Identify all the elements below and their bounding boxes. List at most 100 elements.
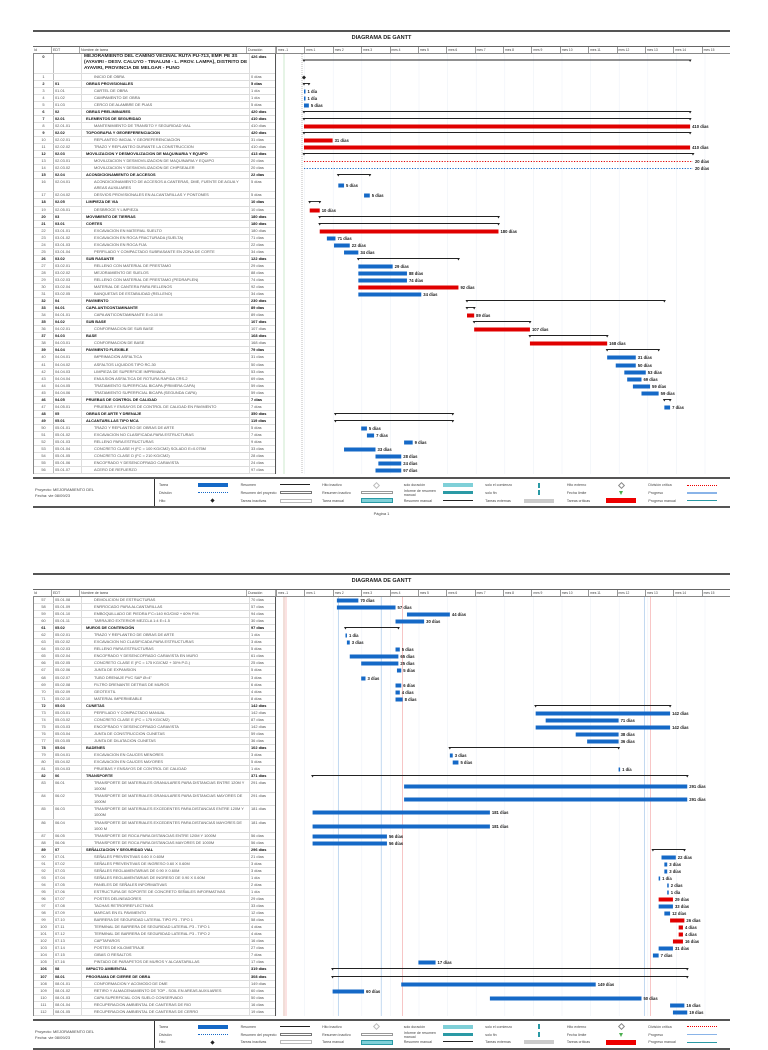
table-row[interactable]: 107 08.01 PROGRAMA DE CIERRE DE OBRA 308 dí… bbox=[34, 973, 275, 981]
table-row[interactable]: 13 02.03.01 MOVILIZACION Y DESMOVILIZACION… bbox=[34, 158, 275, 166]
table-row[interactable]: 24 03.01.03 EXCAVACION EN ROCA FIJA 22 días bbox=[34, 241, 275, 249]
table-row[interactable]: 63 05.02.02 EXCAVACION NO CLASIFICADA PARA… bbox=[34, 639, 275, 647]
table-row[interactable]: 72 05.03 CUNETAS 142 días bbox=[34, 702, 275, 710]
table-row[interactable]: 106 08 IMPACTO AMBIENTAL 319 días bbox=[34, 966, 275, 974]
table-row[interactable]: 109 08.01.02 RETIRO Y ALMACENAMIENTO DE TO… bbox=[34, 987, 275, 995]
table-row[interactable]: 57 05.01.08 DEMOLICION DE ESTRUCTURAS 70 dí… bbox=[34, 597, 275, 605]
table-row[interactable]: 73 05.03.01 PERFILADO Y COMPACTADO MANUAL 1… bbox=[34, 709, 275, 717]
table-row[interactable]: 14 02.03.02 MOVILIZACION Y DESMOVILIZACION… bbox=[34, 165, 275, 173]
table-row[interactable]: 89 07 SEÑALIZACION Y SEGURIDAD VIAL 296 día… bbox=[34, 846, 275, 854]
table-row[interactable]: 64 05.02.03 RELLENO PARA ESTRUCTURAS 5 días bbox=[34, 646, 275, 654]
table-row[interactable]: 90 07.01 SEÑALES PREVENTIVAS 0.60 X 0.60M 2… bbox=[34, 853, 275, 861]
table-row[interactable]: 52 05.01.03 RELLENO PARA ESTRUCTURAS 9 días bbox=[34, 439, 275, 447]
table-row[interactable]: 31 03.02.05 BANQUETAS DE ESTABILIDAD (RELL… bbox=[34, 291, 275, 299]
table-row[interactable]: 0 MEJORAMIENTO DEL CAMINO VECINAL RUTA PU… bbox=[34, 54, 275, 74]
table-row[interactable]: 93 07.04 SEÑALES REGLAMENTARIAS DE INGRESO… bbox=[34, 874, 275, 882]
table-row[interactable]: 81 05.04.03 PRUEBAS Y ENSAYOS DE CONTROL D… bbox=[34, 766, 275, 774]
table-row[interactable]: 88 06.06 TRANSPORTE DE ROCA PARA DISTANCIA… bbox=[34, 839, 275, 847]
table-row[interactable]: 2 01 OBRAS PROVISIONALES 5 días bbox=[34, 80, 275, 88]
table-row[interactable]: 39 04.04 PAVIMENTO FLEXIBLE 79 días bbox=[34, 347, 275, 355]
table-row[interactable]: 23 03.01.02 EXCAVACION EN ROCA FRACTURADA … bbox=[34, 234, 275, 242]
table-row[interactable]: 70 05.02.09 GEOTEXTIL 4 días bbox=[34, 688, 275, 696]
table-row[interactable]: 66 05.02.05 CONCRETO CLASE E (FC = 175 KG/… bbox=[34, 660, 275, 668]
table-row[interactable]: 74 05.03.02 CONCRETO CLASE E (FC = 175 KG/… bbox=[34, 716, 275, 724]
table-row[interactable]: 30 03.02.04 MATERIAL DE CANTERA PARA RELLE… bbox=[34, 284, 275, 292]
table-row[interactable]: 77 05.03.05 JUNTA DE DILATACION CUNETAS 36 … bbox=[34, 737, 275, 745]
table-row[interactable]: 5 01.03 CERCO DE ALAMBRE DE PUAS 5 días bbox=[34, 101, 275, 109]
table-row[interactable]: 27 03.02.01 RELLENO CON MATERIAL DE PRESTA… bbox=[34, 262, 275, 270]
table-row[interactable]: 41 04.04.02 ASFALTOS LIQUIDOS TIPO RC-30 50… bbox=[34, 361, 275, 369]
table-row[interactable]: 4 01.02 CAMPAMENTO DE OBRA 1 día bbox=[34, 94, 275, 102]
table-row[interactable]: 78 05.04 BADENES 102 días bbox=[34, 744, 275, 753]
table-row[interactable]: 62 05.02.01 TRAZO Y REPLANTEO DE OBRAS DE … bbox=[34, 632, 275, 640]
table-row[interactable]: 19 02.05.01 DESBROCE Y LIMPIEZA 10 días bbox=[34, 206, 275, 214]
table-row[interactable]: 15 02.04 ACONDICIONAMIENTO DE ACCESOS 22 dí… bbox=[34, 172, 275, 180]
table-row[interactable]: 96 07.07 POSTES DELINEADORES 29 días bbox=[34, 896, 275, 904]
table-row[interactable]: 71 05.02.10 MATERIAL IMPERMEABLE 8 días bbox=[34, 695, 275, 703]
table-row[interactable]: 22 03.01.01 EXCAVACION EN MATERIAL SUELTO 1… bbox=[34, 227, 275, 235]
table-row[interactable]: 112 08.01.05 RECUPERACION AMBIENTAL DE CAN… bbox=[34, 1008, 275, 1016]
table-row[interactable]: 45 04.04.06 TRATAMIENTO SUPERFICIAL BICAPA… bbox=[34, 389, 275, 397]
table-row[interactable]: 34 04.01.01 CAPA ANTICONTAMINANTE E=0.10 M… bbox=[34, 312, 275, 320]
table-row[interactable]: 67 05.02.06 JUNTA DE EXPANSION 5 días bbox=[34, 667, 275, 675]
table-row[interactable]: 38 04.03.01 CONFORMACION DE BASE 168 días bbox=[34, 340, 275, 348]
table-row[interactable]: 7 02.01 ELEMENTOS DE SEGURIDAD 410 días bbox=[34, 115, 275, 123]
table-row[interactable]: 97 07.08 TACHAS RETRORREFLECTIVAS 33 días bbox=[34, 903, 275, 911]
table-row[interactable]: 82 06 TRANSPORTE 371 días bbox=[34, 773, 275, 781]
table-row[interactable]: 94 07.05 PANELES DE SEÑALES INFORMATIVAS 2 … bbox=[34, 881, 275, 889]
table-row[interactable]: 48 05 OBRAS DE ARTE Y DRENAJE 350 días bbox=[34, 410, 275, 418]
table-row[interactable]: 55 05.01.06 ENCOFRADO Y DESENCOFRADO CARAV… bbox=[34, 460, 275, 468]
table-row[interactable]: 26 03.02 SUB RASANTE 122 días bbox=[34, 255, 275, 263]
table-row[interactable]: 98 07.09 MARCAS EN EL PAVIMENTO 12 días bbox=[34, 910, 275, 918]
table-row[interactable]: 8 02.01.01 MANTENIMIENTO DE TRANSITO Y SEG… bbox=[34, 122, 275, 130]
table-row[interactable]: 56 05.01.07 ACERO DE REFUERZO 97 días bbox=[34, 467, 275, 475]
table-row[interactable]: 16 02.04.01 ACONDICIONAMIENTO DE ACCESOS A… bbox=[34, 179, 275, 193]
table-row[interactable]: 100 07.11 TERMINAL DE BARRERA DE SEGURIDAD… bbox=[34, 924, 275, 932]
table-row[interactable]: 61 05.02 MUROS DE CONTENCIÓN 97 días bbox=[34, 625, 275, 633]
table-row[interactable]: 18 02.05 LIMPIEZA DE VIA 10 días bbox=[34, 199, 275, 207]
table-row[interactable]: 9 02.02 TOPOGRAFIA Y GEOREFERENCIACION 420 … bbox=[34, 129, 275, 138]
table-row[interactable]: 11 02.02.02 TRAZO Y REPLANTEO DURANTE LA C… bbox=[34, 144, 275, 152]
table-row[interactable]: 110 08.01.03 CAPA SUPERFICIAL CON SUELO CO… bbox=[34, 994, 275, 1002]
table-row[interactable]: 60 05.01.11 TARRAJEO EXTERIOR MEZCLA 1:4 E… bbox=[34, 618, 275, 626]
table-row[interactable]: 43 04.04.04 EMULSION ASFALTICA DE ROTURA R… bbox=[34, 375, 275, 383]
table-row[interactable]: 29 03.02.03 RELLENO CON MATERIAL DE PRESTA… bbox=[34, 276, 275, 285]
table-row[interactable]: 99 07.10 BARRERA DE SEGURIDAD LATERAL TIPO… bbox=[34, 917, 275, 925]
table-row[interactable]: 10 02.02.01 REPLANTEO INICIAL Y GEOREFEREN… bbox=[34, 137, 275, 145]
table-row[interactable]: 65 05.02.04 ENCOFRADO Y DESENCOFRADO CARAV… bbox=[34, 653, 275, 661]
table-row[interactable]: 33 04.01 CAPA ANTICONTAMINANTE 89 días bbox=[34, 305, 275, 313]
table-row[interactable]: 44 04.04.05 TRATAMIENTO SUPERFICIAL BICAPA… bbox=[34, 382, 275, 390]
table-row[interactable]: 76 05.03.04 JUNTA DE CONSTRUCCION CUNETAS 5… bbox=[34, 730, 275, 738]
table-row[interactable]: 3 01.01 CARTEL DE OBRA 1 día bbox=[34, 87, 275, 95]
table-row[interactable]: 17 02.04.02 DESVIOS PROVISIONALES EN ALCAN… bbox=[34, 192, 275, 200]
table-row[interactable]: 111 08.01.04 RECUPERACION AMBIENTAL DE CAN… bbox=[34, 1001, 275, 1009]
table-row[interactable]: 83 06.01 TRANSPORTE DE MATERIALES GRANULAR… bbox=[34, 780, 275, 794]
table-row[interactable]: 105 07.16 PINTADO DE PARAPETOS DE MUROS Y … bbox=[34, 959, 275, 967]
table-row[interactable]: 50 05.01.01 TRAZO Y REPLANTEO DE OBRAS DE … bbox=[34, 424, 275, 432]
table-row[interactable]: 84 06.02 TRANSPORTE DE MATERIALES GRANULAR… bbox=[34, 793, 275, 807]
table-row[interactable]: 20 03 MOVIMIENTO DE TIERRAS 180 días bbox=[34, 213, 275, 221]
table-row[interactable]: 28 03.02.02 MEJORAMIENTO DE SUELOS 88 días bbox=[34, 269, 275, 277]
table-row[interactable]: 35 04.02 SUB BASE 107 días bbox=[34, 319, 275, 327]
table-row[interactable]: 92 07.03 SEÑALES REGLAMENTARIAS DE 0.90 X … bbox=[34, 867, 275, 875]
table-row[interactable]: 58 05.01.09 ENRROCADO PARA ALCANTARILLAS 57… bbox=[34, 604, 275, 612]
table-row[interactable]: 49 05.01 ALCANTARILLAS TIPO MCA 119 días bbox=[34, 417, 275, 425]
table-row[interactable]: 36 04.02.01 CONFORMACION DE SUB BASE 107 dí… bbox=[34, 326, 275, 334]
table-row[interactable]: 103 07.14 POSTES DE KILOMETRAJE 27 días bbox=[34, 945, 275, 953]
table-row[interactable]: 108 08.01.01 CONFORMACION Y ACOMODO DE DME… bbox=[34, 980, 275, 988]
table-row[interactable]: 87 06.05 TRANSPORTE DE ROCA PARA DISTANCIA… bbox=[34, 832, 275, 840]
table-row[interactable]: 40 04.04.01 IMPRIMACION ASFALTICA 31 días bbox=[34, 354, 275, 362]
table-row[interactable]: 6 02 OBRAS PRELIMINARES 420 días bbox=[34, 108, 275, 116]
table-row[interactable]: 21 03.01 CORTES 180 días bbox=[34, 220, 275, 228]
table-row[interactable]: 80 05.04.02 EXCAVACION EN CAUCES MAYORES 5 … bbox=[34, 759, 275, 767]
table-row[interactable]: 101 07.12 TERMINAL DE BARRERA DE SEGURIDAD… bbox=[34, 931, 275, 939]
table-row[interactable]: 75 05.03.03 ENCOFRADO Y DESENCOFRADO CARAV… bbox=[34, 723, 275, 731]
table-row[interactable]: 47 04.05.01 PRUEBAS Y ENSAYOS DE CONTROL D… bbox=[34, 403, 275, 411]
table-row[interactable]: 69 05.02.08 FILTRO DRENANTE DETRAS DE MURO… bbox=[34, 681, 275, 689]
table-row[interactable]: 95 07.06 ESTRUCTURA DE SOPORTE DE CONCRETO… bbox=[34, 888, 275, 897]
table-row[interactable]: 51 05.01.02 EXCAVACION NO CLASIFICADA PARA… bbox=[34, 432, 275, 440]
table-row[interactable]: 59 05.01.10 EMBOQUILLADO DE PIEDRA F'C=140… bbox=[34, 611, 275, 619]
table-row[interactable]: 79 05.04.01 EXCAVACION EN CAUCES MENORES 3 … bbox=[34, 752, 275, 760]
table-row[interactable]: 25 03.01.04 PERFILADO Y COMPACTADO SUBRASA… bbox=[34, 248, 275, 256]
table-row[interactable]: 37 04.03 BASE 168 días bbox=[34, 333, 275, 341]
